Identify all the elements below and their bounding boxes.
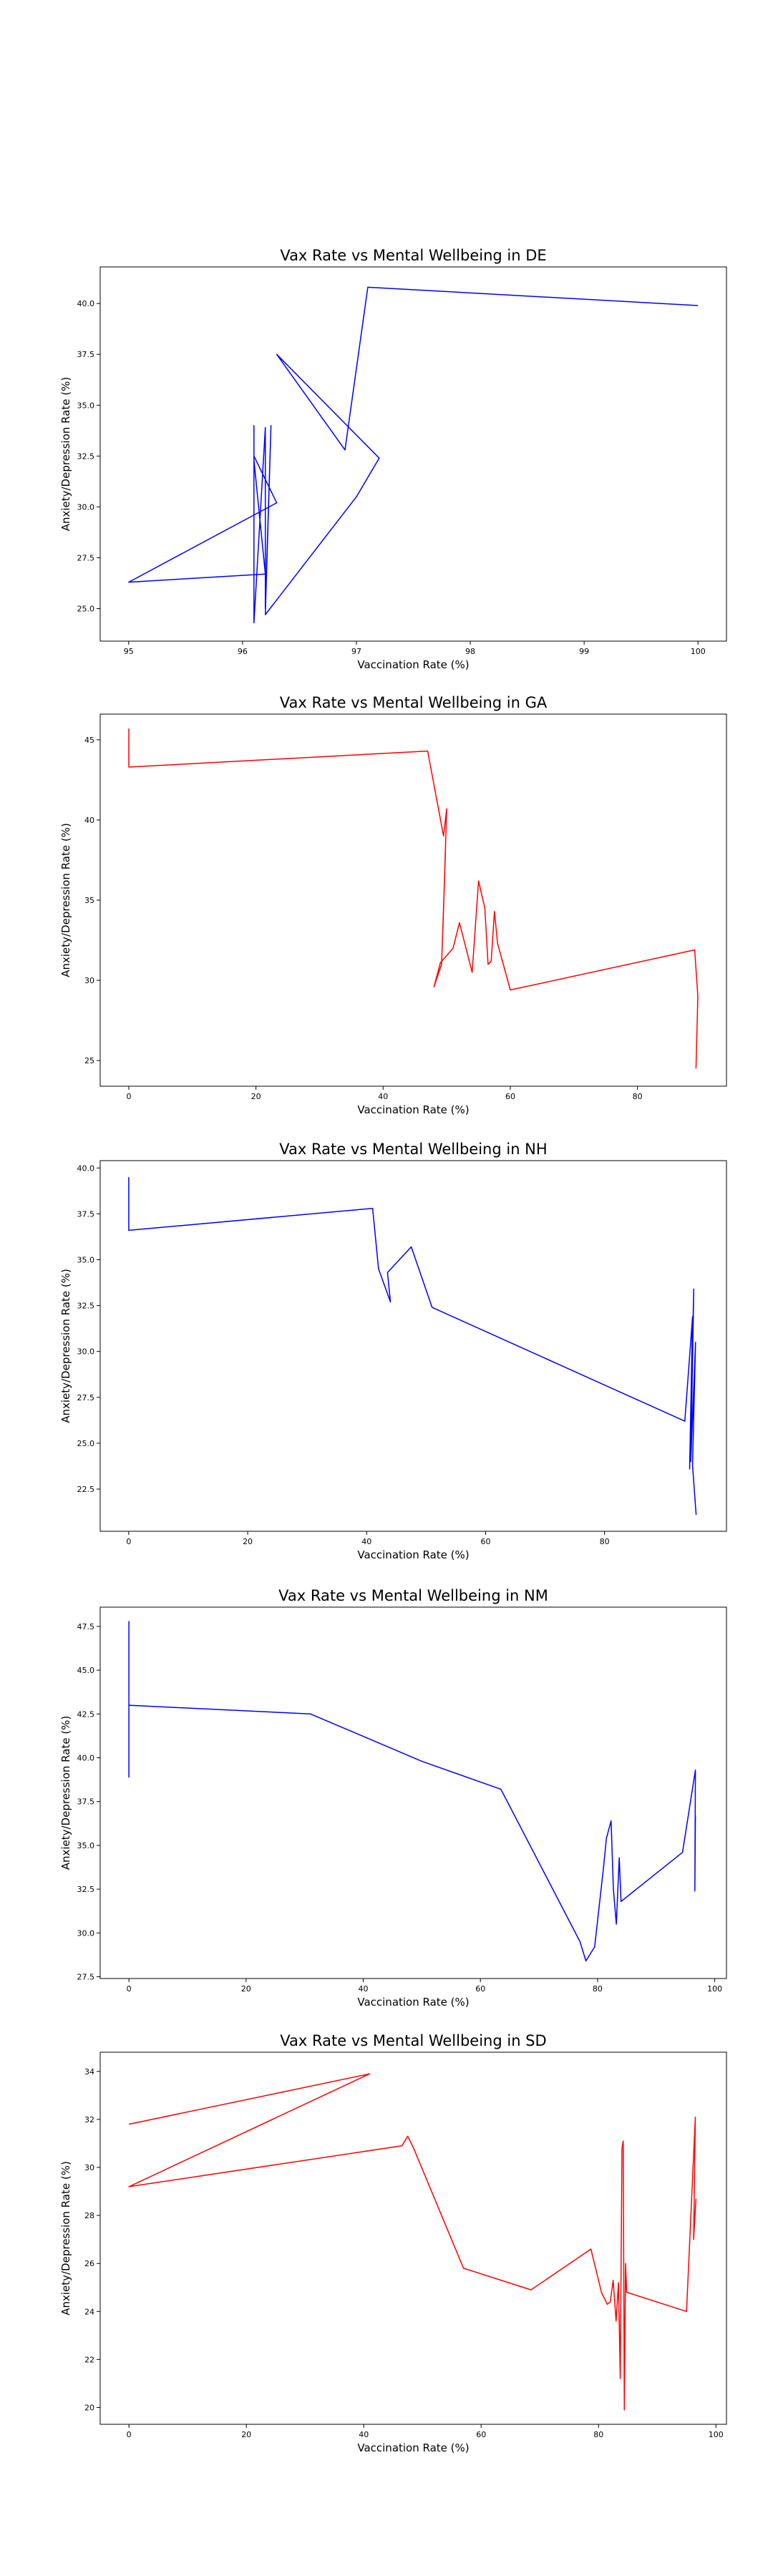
chart-title: Vax Rate vs Mental Wellbeing in DE [280, 247, 546, 264]
y-tick-label: 27.5 [77, 1973, 95, 1982]
chart-title: Vax Rate vs Mental Wellbeing in NH [279, 1141, 547, 1158]
x-tick-label: 60 [480, 1537, 490, 1546]
x-axis-label: Vaccination Rate (%) [357, 658, 469, 671]
y-tick-label: 22.5 [77, 1485, 95, 1494]
y-tick-label: 26 [84, 2259, 94, 2268]
y-axis-label: Anxiety/Depression Rate (%) [59, 1716, 72, 1870]
y-tick-label: 34 [84, 2067, 94, 2077]
y-tick-label: 30.0 [77, 1928, 95, 1938]
x-tick-label: 0 [126, 1092, 131, 1101]
y-axis-label: Anxiety/Depression Rate (%) [59, 823, 72, 977]
x-tick-label: 0 [126, 1537, 131, 1546]
plot-frame [99, 266, 727, 642]
x-tick-label: 60 [475, 1984, 485, 1994]
plot-frame [99, 1606, 727, 1979]
plot-frame [99, 713, 727, 1087]
y-tick-label: 30.0 [77, 1347, 95, 1357]
y-axis-label: Anxiety/Depression Rate (%) [59, 1269, 72, 1423]
plot-frame [99, 2051, 727, 2425]
chart-title: Vax Rate vs Mental Wellbeing in GA [280, 694, 548, 711]
y-tick-label: 35.0 [77, 401, 95, 410]
y-tick-label: 25 [84, 1056, 94, 1065]
y-tick-label: 25.0 [77, 605, 95, 614]
series-line [128, 1177, 697, 1515]
chart-title: Vax Rate vs Mental Wellbeing in SD [280, 2032, 546, 2049]
y-tick-label: 45 [84, 736, 94, 745]
x-tick-label: 40 [361, 1537, 371, 1546]
x-tick-label: 80 [593, 2430, 603, 2439]
y-tick-label: 32 [84, 2115, 94, 2124]
x-tick-label: 100 [707, 1984, 722, 1994]
x-tick-label: 95 [124, 647, 134, 656]
x-tick-label: 100 [709, 2430, 724, 2439]
series-line [128, 1621, 696, 1962]
series-line [128, 286, 699, 624]
x-axis-label: Vaccination Rate (%) [357, 1103, 469, 1116]
y-tick-label: 27.5 [77, 553, 95, 562]
x-tick-label: 40 [378, 1092, 388, 1101]
x-tick-label: 20 [241, 2430, 251, 2439]
y-tick-label: 45.0 [77, 1666, 95, 1675]
plot-frame [99, 1160, 727, 1532]
x-tick-label: 98 [465, 647, 475, 656]
y-tick-label: 35.0 [77, 1255, 95, 1264]
x-tick-label: 20 [241, 1984, 251, 1994]
x-tick-label: 100 [691, 647, 706, 656]
x-tick-label: 96 [238, 647, 248, 656]
y-tick-label: 32.5 [77, 452, 95, 461]
x-tick-label: 99 [579, 647, 589, 656]
y-tick-label: 32.5 [77, 1885, 95, 1894]
y-tick-label: 40.0 [77, 1754, 95, 1763]
y-tick-label: 30.0 [77, 502, 95, 512]
x-tick-label: 80 [593, 1984, 603, 1994]
chart-panel: Vax Rate vs Mental Wellbeing in NH 0 20 40 6… [59, 1141, 727, 1561]
x-tick-label: 0 [127, 2430, 132, 2439]
x-tick-label: 80 [633, 1092, 643, 1101]
x-tick-label: 0 [127, 1984, 132, 1994]
x-tick-label: 40 [359, 1984, 369, 1994]
y-tick-label: 42.5 [77, 1709, 95, 1719]
chart-panel: Vax Rate vs Mental Wellbeing in DE 95 96 97… [59, 247, 727, 671]
y-tick-label: 37.5 [77, 350, 95, 359]
y-tick-label: 47.5 [77, 1622, 95, 1631]
y-tick-label: 40.0 [77, 299, 95, 308]
y-tick-label: 25.0 [77, 1439, 95, 1448]
series-line [128, 2073, 697, 2411]
y-tick-label: 22 [84, 2355, 94, 2364]
y-tick-label: 24 [84, 2307, 94, 2316]
y-tick-label: 35 [84, 896, 94, 905]
x-axis-label: Vaccination Rate (%) [357, 1996, 469, 2009]
x-tick-label: 20 [251, 1092, 261, 1101]
y-tick-label: 37.5 [77, 1797, 95, 1807]
chart-panel: Vax Rate vs Mental Wellbeing in NM 0 20 40 6… [59, 1587, 727, 2009]
x-tick-label: 20 [243, 1537, 253, 1546]
x-tick-label: 60 [476, 2430, 486, 2439]
y-tick-label: 35.0 [77, 1841, 95, 1850]
series-line [128, 728, 699, 1069]
x-axis-label: Vaccination Rate (%) [357, 2441, 469, 2454]
y-tick-label: 40 [84, 816, 94, 825]
chart-panel: Vax Rate vs Mental Wellbeing in GA 0 20 40 6… [59, 694, 727, 1116]
x-tick-label: 60 [505, 1092, 515, 1101]
y-tick-label: 30 [84, 2163, 94, 2172]
chart-panel: Vax Rate vs Mental Wellbeing in SD 0 20 40 6… [59, 2032, 727, 2454]
x-tick-label: 97 [351, 647, 361, 656]
x-axis-label: Vaccination Rate (%) [357, 1548, 469, 1561]
y-tick-label: 40.0 [77, 1163, 95, 1173]
y-axis-label: Anxiety/Depression Rate (%) [59, 377, 72, 532]
x-tick-label: 40 [359, 2430, 369, 2439]
chart-title: Vax Rate vs Mental Wellbeing in NM [278, 1587, 548, 1604]
x-tick-label: 80 [600, 1537, 610, 1546]
y-tick-label: 20 [84, 2404, 94, 2413]
y-tick-label: 37.5 [77, 1209, 95, 1219]
y-tick-label: 30 [84, 976, 94, 985]
y-tick-label: 27.5 [77, 1393, 95, 1402]
y-tick-label: 32.5 [77, 1302, 95, 1311]
y-axis-label: Anxiety/Depression Rate (%) [59, 2161, 72, 2316]
y-tick-label: 28 [84, 2211, 94, 2220]
